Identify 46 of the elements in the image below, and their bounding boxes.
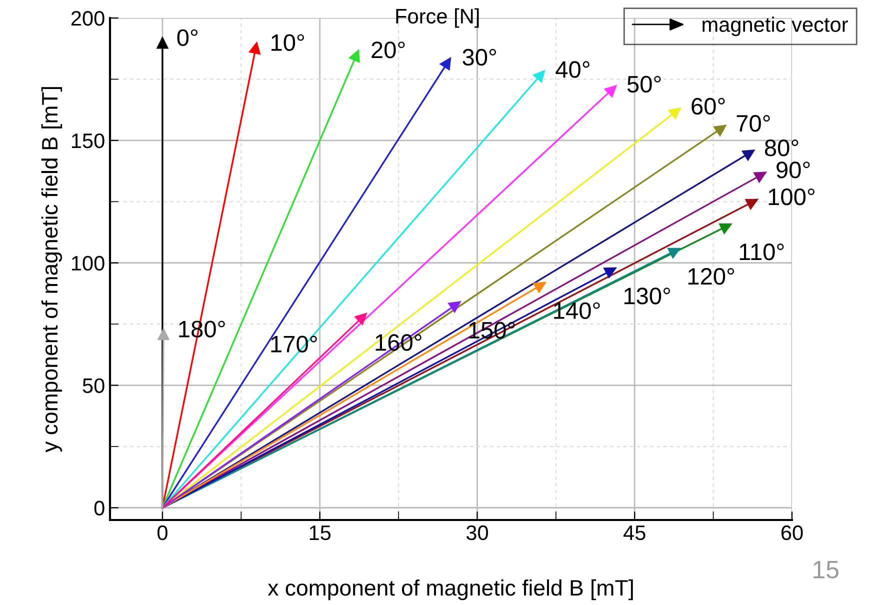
- x-tick-label: 45: [624, 526, 646, 540]
- series-label: 70°: [736, 115, 770, 132]
- point: [439, 56, 452, 71]
- series-label: 120°: [688, 268, 734, 285]
- x-axis-title: x component of magnetic field B [mT]: [268, 579, 633, 600]
- series-label: 100°: [768, 188, 814, 206]
- point: [604, 84, 618, 98]
- point: [532, 282, 547, 294]
- series-label: 140°: [554, 302, 600, 320]
- y-tick-label: 100: [72, 256, 104, 271]
- legend-title: magnetic vector: [702, 16, 848, 36]
- point: [667, 248, 682, 260]
- series-label: 20°: [372, 42, 405, 58]
- point: [448, 300, 462, 314]
- series-label: 110°: [740, 244, 784, 260]
- chart-title: Force [N]: [396, 8, 479, 28]
- series-label: 50°: [627, 76, 661, 93]
- point: [718, 223, 733, 235]
- series-label: 30°: [462, 48, 496, 66]
- point: [348, 48, 360, 63]
- x-tick-label: 60: [781, 525, 803, 540]
- series-label: 90°: [776, 162, 810, 178]
- point: [354, 312, 368, 326]
- point: [744, 198, 759, 210]
- series-label: 130°: [624, 288, 670, 304]
- x-tick-label: 15: [310, 526, 331, 540]
- series-label: 0°: [177, 29, 198, 46]
- text: 15: [814, 560, 838, 578]
- y-tick-label: 200: [71, 11, 104, 26]
- y-tick-label: 50: [82, 378, 104, 394]
- point: [532, 70, 546, 84]
- y-axis-title: y component of magnetic field B [mT]: [41, 87, 62, 452]
- point: [668, 107, 682, 120]
- point: [603, 267, 618, 279]
- series-label: 80°: [764, 140, 798, 156]
- point: [741, 149, 756, 162]
- point: [248, 41, 261, 55]
- series-label: 60°: [692, 98, 725, 115]
- x-tick-label: 0: [157, 525, 168, 540]
- series-label: 40°: [556, 61, 590, 78]
- y-tick-label: 150: [72, 133, 104, 148]
- point: [753, 172, 768, 184]
- y-tick-label: 0: [94, 500, 104, 516]
- series-label: 10°: [272, 34, 304, 51]
- point: [713, 124, 727, 137]
- x-tick-label: 30: [466, 525, 488, 540]
